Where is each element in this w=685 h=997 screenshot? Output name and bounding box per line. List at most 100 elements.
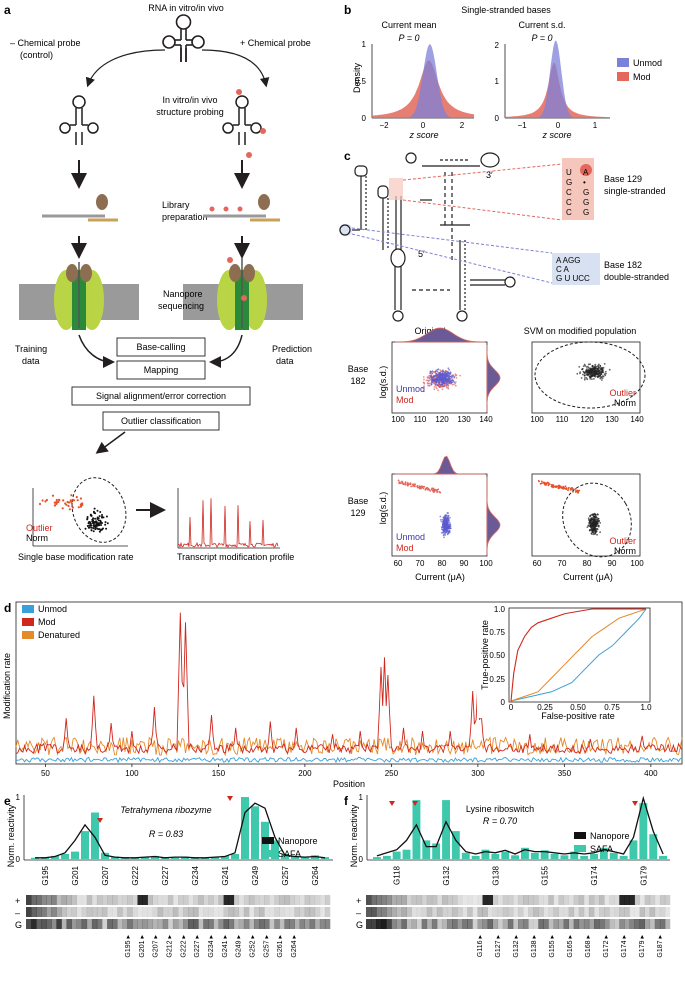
gel-band <box>66 907 72 917</box>
roc-mod <box>510 608 646 702</box>
gel-tick-label: G174 ▸ <box>621 935 628 958</box>
scatter-mod-point <box>454 384 457 387</box>
gel-band <box>223 895 229 905</box>
gel-band <box>294 895 300 905</box>
gel-tick-label: G207 ▸ <box>153 935 160 958</box>
svm-outlier-point <box>545 483 548 486</box>
gel-band <box>91 919 98 929</box>
gel-band <box>548 907 554 917</box>
mini-norm-point <box>98 530 101 533</box>
gel-band <box>193 919 199 929</box>
xtick-label: G155 <box>541 865 550 885</box>
gel-band <box>538 907 544 917</box>
gel-band <box>102 919 108 929</box>
gel-band <box>122 907 128 917</box>
svm-norm-point <box>601 379 603 381</box>
svm-outlier-point <box>547 484 550 487</box>
gel-band <box>396 919 402 929</box>
base182-label: Base 182 <box>604 260 642 270</box>
nanopore-right-icon <box>183 257 303 330</box>
gel-band <box>487 895 493 905</box>
svm-norm-point <box>579 371 582 373</box>
gel-band <box>366 895 372 905</box>
svm-norm-point <box>599 365 602 368</box>
xtick-label: G138 <box>491 865 500 885</box>
gel-band <box>381 919 387 929</box>
gel-tick-label: G222 ▸ <box>180 935 187 958</box>
rna-structure-left-icon <box>59 95 99 145</box>
mini-norm-point <box>92 524 95 527</box>
gel-band <box>91 907 98 917</box>
gel-band <box>122 919 128 929</box>
scatter-unmod-point <box>439 384 442 386</box>
e-nanopore-line <box>35 802 326 859</box>
scatter-mod-point <box>421 486 424 489</box>
scatter-mod-point <box>425 487 428 490</box>
gel-band <box>238 919 245 929</box>
d-xtick-label: 50 <box>41 769 50 778</box>
gel-band <box>61 907 67 917</box>
gel-band <box>634 907 640 917</box>
gel-band <box>208 919 214 929</box>
scatter-unmod-point <box>437 382 440 385</box>
mini-outlier-point <box>75 496 78 499</box>
svm-norm-point <box>597 370 600 372</box>
gel-lane <box>26 895 330 905</box>
e-ytick-1: 1 <box>16 793 21 802</box>
scatter-unmod-point <box>431 370 434 372</box>
b-legend-mod: Mod <box>633 72 651 82</box>
d-xlabel: Position <box>333 779 365 789</box>
c-bot-xtick-0: 60 <box>394 559 403 568</box>
gel-band <box>411 907 417 917</box>
safa-bar <box>619 855 628 859</box>
c-top-r-xtick-1: 110 <box>556 415 569 424</box>
safa-bar <box>639 803 648 859</box>
mini-norm-point <box>88 521 91 524</box>
f-gel <box>366 895 671 929</box>
mini-outlier-point <box>65 503 68 506</box>
gel-band <box>96 919 103 929</box>
panel-label-e: e <box>4 794 11 808</box>
rna-label: RNA in vitro/in vivo <box>148 3 224 13</box>
gel-band <box>26 895 32 905</box>
scatter-unmod-point <box>430 378 432 381</box>
gel-band <box>543 907 549 917</box>
scatter-mod-point <box>455 374 458 377</box>
c-bot-r-xtick-3: 90 <box>608 559 617 568</box>
roc-xtick-3: 0.75 <box>604 703 620 712</box>
svm-norm-point <box>597 366 600 369</box>
e-gel <box>26 895 331 929</box>
gel-band <box>614 919 620 929</box>
safa-bar <box>231 854 239 859</box>
gel-band <box>563 895 569 905</box>
gel-band <box>304 919 311 929</box>
gel-band <box>183 895 189 905</box>
scatter-unmod-point <box>431 379 434 382</box>
gel-band <box>162 895 169 905</box>
scatter-unmod-point <box>430 374 432 377</box>
scatter-182-original <box>391 327 501 414</box>
safa-bar <box>442 800 450 859</box>
scatter-unmod-point <box>445 527 448 530</box>
probing-label-1: In vitro/in vivo <box>162 95 217 105</box>
scatter-unmod-point <box>446 512 449 514</box>
f-gel-ticks: G116 ▸ G127 ▸ G132 ▸ G138 ▸ G155 ▸ G165 ▸ G168… <box>477 935 664 958</box>
gel-band <box>634 919 640 929</box>
gel-band <box>523 907 529 917</box>
scatter-unmod-point <box>442 531 444 534</box>
f-ytick-0: 0 <box>359 855 364 864</box>
gel-band <box>472 907 478 917</box>
probe-marks-icon <box>236 89 266 158</box>
ss-seq-right-letter: • <box>583 178 586 187</box>
scatter-unmod-point <box>446 379 449 382</box>
gel-band <box>462 919 468 929</box>
svm-norm-point <box>599 522 602 524</box>
mini-norm-label: Norm <box>26 533 48 543</box>
rna-structure-right-icon <box>222 95 262 145</box>
mini-outlier-point <box>79 497 82 500</box>
svm-norm-point <box>590 375 593 378</box>
gel-band <box>279 907 285 917</box>
scatter-unmod-point <box>448 531 451 534</box>
mini-norm-point <box>101 514 103 516</box>
gel-band <box>46 895 52 905</box>
